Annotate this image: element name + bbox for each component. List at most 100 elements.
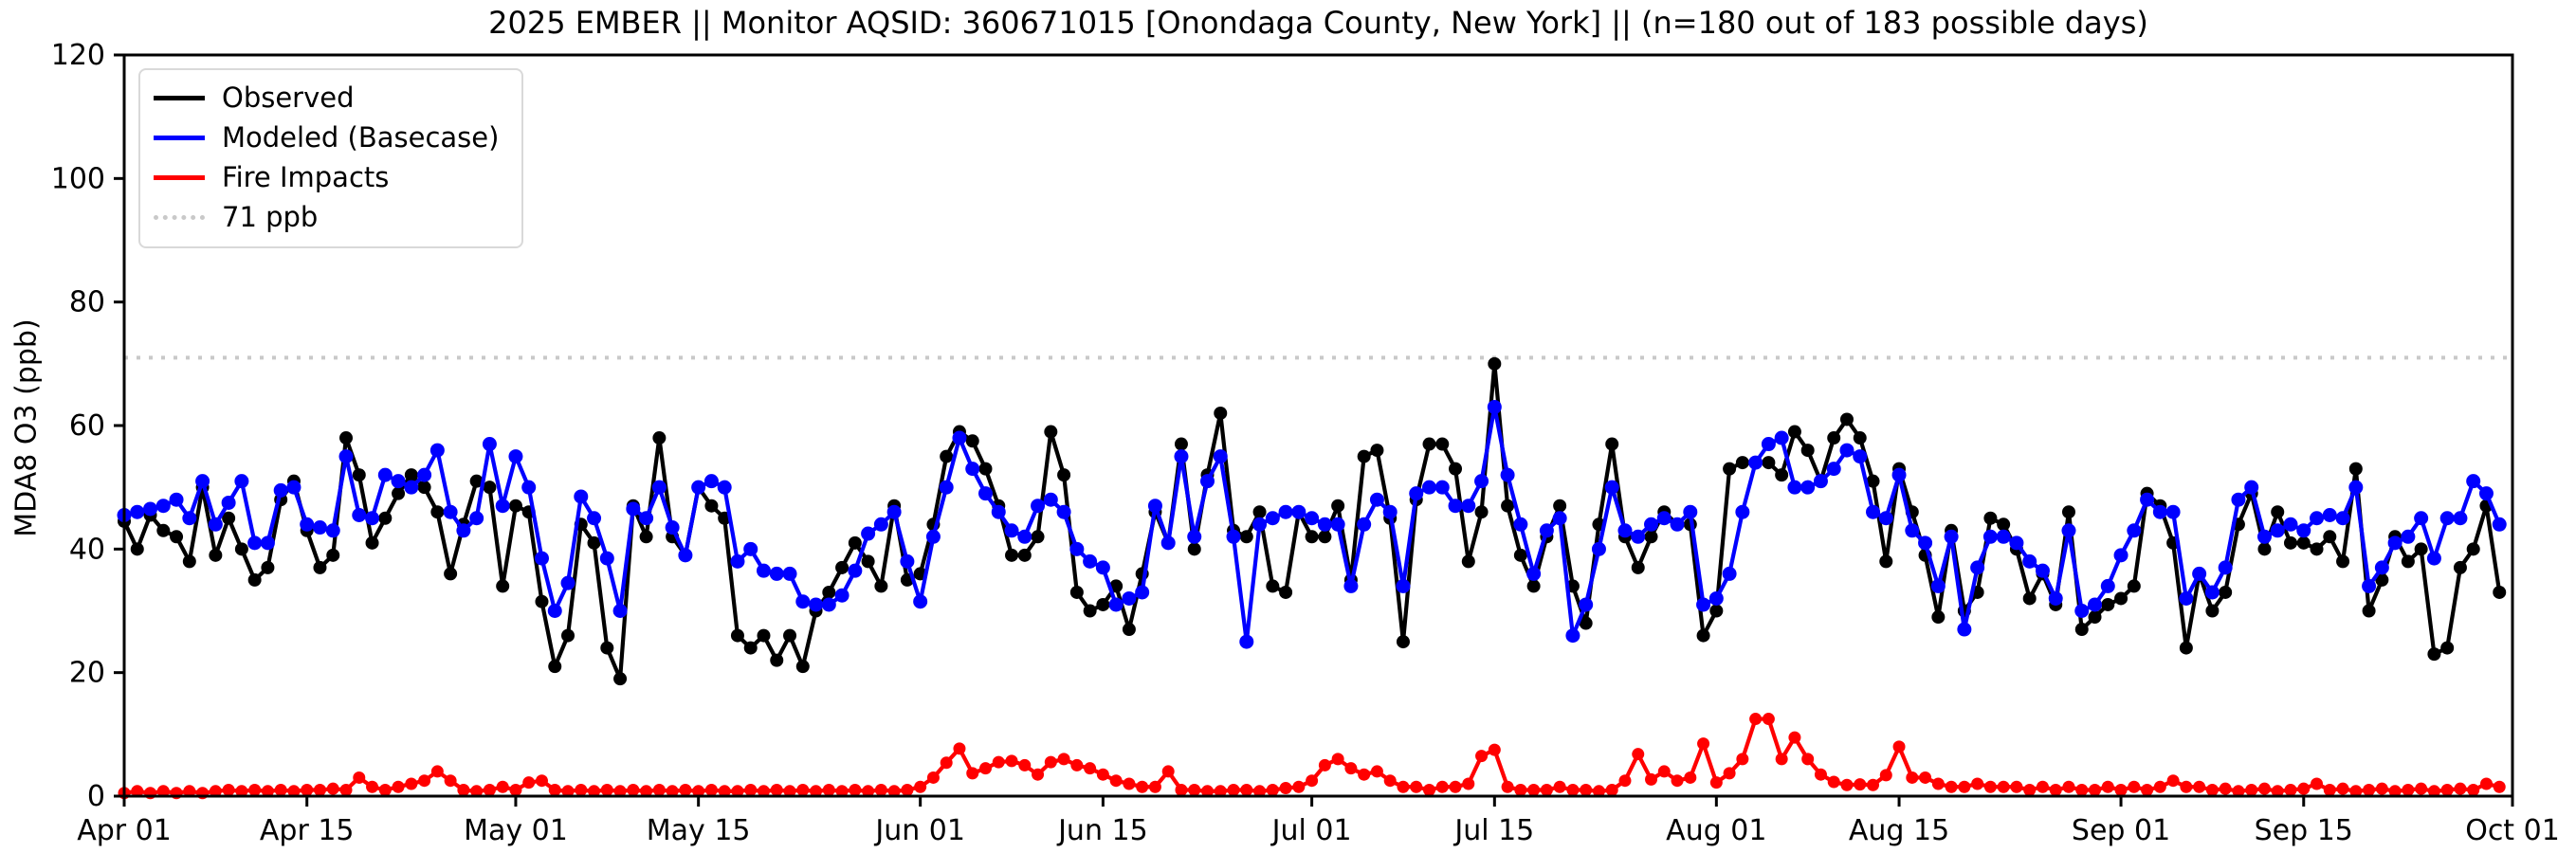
data-point [626, 501, 641, 517]
y-tick-label: 100 [51, 162, 105, 195]
data-point [1136, 780, 1149, 793]
data-point [2439, 511, 2455, 526]
data-point [1945, 780, 1958, 793]
data-point [575, 783, 588, 796]
data-point [1266, 783, 1279, 796]
data-point [1488, 356, 1502, 371]
data-point [1983, 511, 1998, 525]
data-point [848, 535, 862, 550]
data-point [1591, 541, 1606, 556]
data-point [2193, 780, 2206, 793]
threshold-line-icon [154, 214, 205, 220]
data-point [2492, 517, 2507, 532]
data-point [1188, 783, 1201, 796]
data-point [2454, 782, 2467, 795]
data-point [2335, 511, 2350, 526]
data-point [2256, 529, 2272, 544]
data-point [1018, 758, 1032, 771]
data-point [1252, 505, 1267, 519]
data-point [1240, 783, 1253, 796]
data-point [822, 783, 835, 796]
data-point [366, 780, 379, 793]
data-point [1579, 616, 1593, 630]
data-point [2467, 783, 2480, 796]
data-point [1344, 762, 1358, 775]
data-point [208, 517, 223, 532]
data-point [2375, 572, 2389, 587]
data-point [587, 511, 602, 526]
data-point [1670, 517, 1685, 532]
data-point [1279, 585, 1293, 599]
data-point [757, 628, 771, 643]
data-point [312, 520, 327, 535]
data-point [548, 783, 561, 796]
data-point [1044, 425, 1058, 439]
data-point [1800, 480, 1816, 495]
data-point [313, 783, 326, 796]
data-point [2284, 783, 2297, 796]
data-point [1227, 783, 1240, 796]
data-point [627, 783, 640, 796]
data-point [1879, 769, 1892, 782]
data-point [2205, 604, 2220, 618]
y-tick-label: 60 [69, 409, 105, 443]
data-point [404, 468, 418, 482]
data-point [1866, 504, 1881, 519]
data-point [1358, 768, 1371, 781]
data-point [1931, 610, 1946, 625]
data-point [666, 785, 679, 798]
data-point [2153, 780, 2166, 793]
data-point [1565, 628, 1580, 644]
data-point [873, 517, 888, 532]
legend-label-fire: Fire Impacts [222, 161, 390, 193]
data-point [1122, 590, 1137, 606]
data-point [966, 767, 979, 780]
data-point [874, 783, 887, 796]
data-point [2036, 780, 2049, 793]
data-point [430, 765, 444, 778]
data-point [953, 742, 966, 755]
data-point [1839, 412, 1854, 426]
chart-title: 2025 EMBER || Monitor AQSID: 360671015 [… [488, 5, 2148, 41]
data-point [391, 474, 406, 489]
modeled-line-icon [154, 135, 205, 140]
data-point [2414, 511, 2429, 526]
data-point [2297, 782, 2311, 795]
data-point [1370, 444, 1384, 458]
data-point [1540, 783, 1553, 796]
data-point [1057, 753, 1070, 766]
data-point [1656, 511, 1672, 526]
data-point [1017, 529, 1032, 544]
data-point [1982, 529, 1998, 544]
data-point [652, 783, 666, 796]
data-point [1854, 778, 1867, 791]
data-point [2100, 578, 2115, 593]
data-point [247, 535, 263, 551]
data-point [1749, 713, 1763, 726]
data-point [1031, 499, 1046, 514]
data-point [1709, 776, 1723, 789]
data-point [1997, 517, 2011, 532]
data-point [1906, 771, 1919, 784]
data-point [1696, 628, 1710, 643]
data-point [1252, 517, 1268, 532]
data-point [234, 474, 249, 489]
data-point [1526, 566, 1542, 581]
data-point [2023, 783, 2037, 796]
data-point [522, 776, 536, 789]
data-point [769, 566, 784, 581]
x-tick-label: Apr 01 [77, 814, 172, 847]
data-point [886, 504, 902, 519]
data-point [639, 530, 653, 544]
data-point [169, 492, 184, 507]
x-tick-label: May 01 [464, 814, 568, 847]
data-point [1723, 767, 1736, 780]
data-point [1410, 780, 1423, 793]
data-point [1644, 517, 1659, 532]
data-point [1566, 783, 1580, 796]
data-point [914, 780, 927, 793]
data-point [1553, 499, 1567, 513]
data-point [1239, 634, 1254, 649]
data-point [221, 495, 236, 510]
